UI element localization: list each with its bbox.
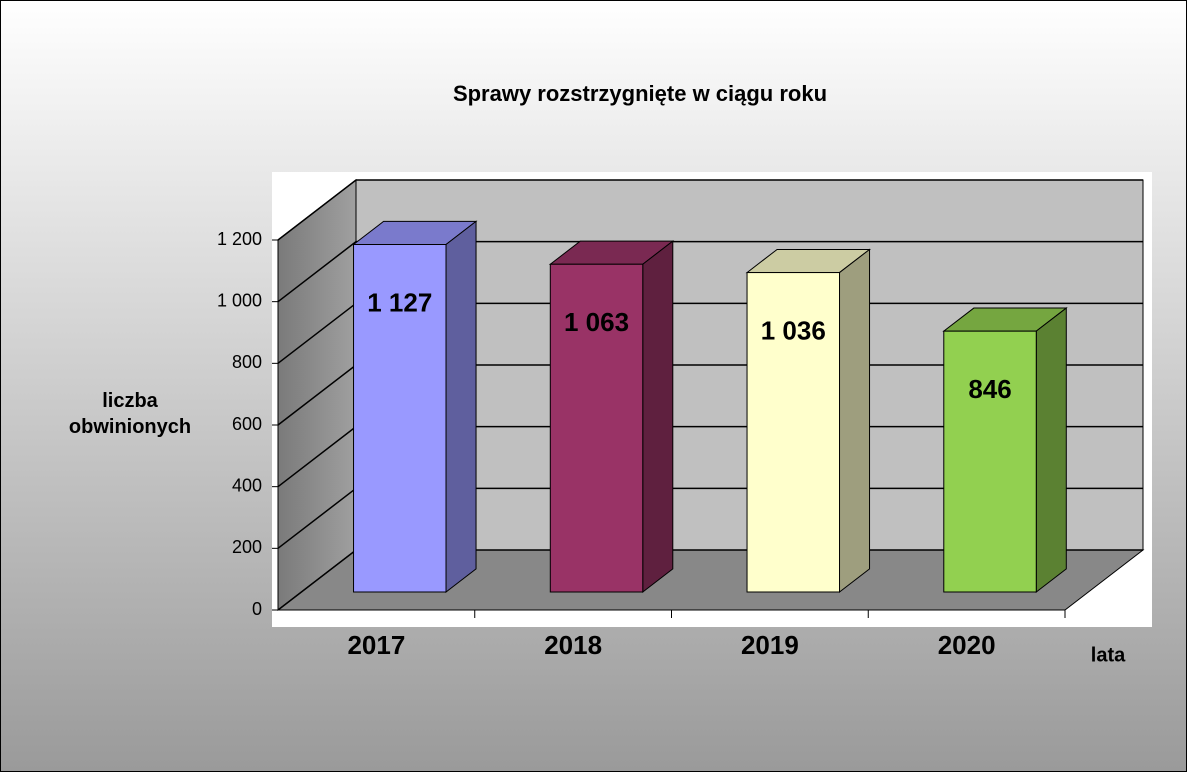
chart-title: Sprawy rozstrzygnięte w ciągu roku <box>453 81 827 106</box>
x-tick-label: 2019 <box>741 630 799 660</box>
grid-line <box>277 179 1143 241</box>
y-tick-label: 200 <box>232 537 262 557</box>
y-tick-label: 800 <box>232 352 262 372</box>
grid-line <box>277 240 1143 303</box>
y-tick-label: 400 <box>232 475 262 495</box>
bar-side <box>1035 307 1067 594</box>
bar <box>549 263 644 593</box>
bar <box>746 272 841 593</box>
y-tick-label: 0 <box>252 599 262 619</box>
y-axis-label: liczba obwinionych <box>68 390 192 438</box>
y-tick-label: 600 <box>232 414 262 434</box>
bar-side <box>642 240 674 594</box>
y-tick-label: 1 200 <box>217 229 262 249</box>
data-label: 846 <box>968 374 1011 404</box>
bar <box>353 244 447 593</box>
data-label: 1 036 <box>761 315 826 345</box>
bar-side <box>445 220 477 594</box>
x-tick-label: 2018 <box>544 630 602 660</box>
y-tick-label: 1 000 <box>217 290 262 310</box>
x-axis-label: lata <box>1091 644 1126 666</box>
data-label: 1 063 <box>564 307 629 337</box>
x-tick-label: 2020 <box>938 630 996 660</box>
x-tick-label: 2017 <box>347 630 405 660</box>
bar-side <box>839 248 871 594</box>
bar <box>943 330 1037 593</box>
data-label: 1 127 <box>367 287 432 317</box>
